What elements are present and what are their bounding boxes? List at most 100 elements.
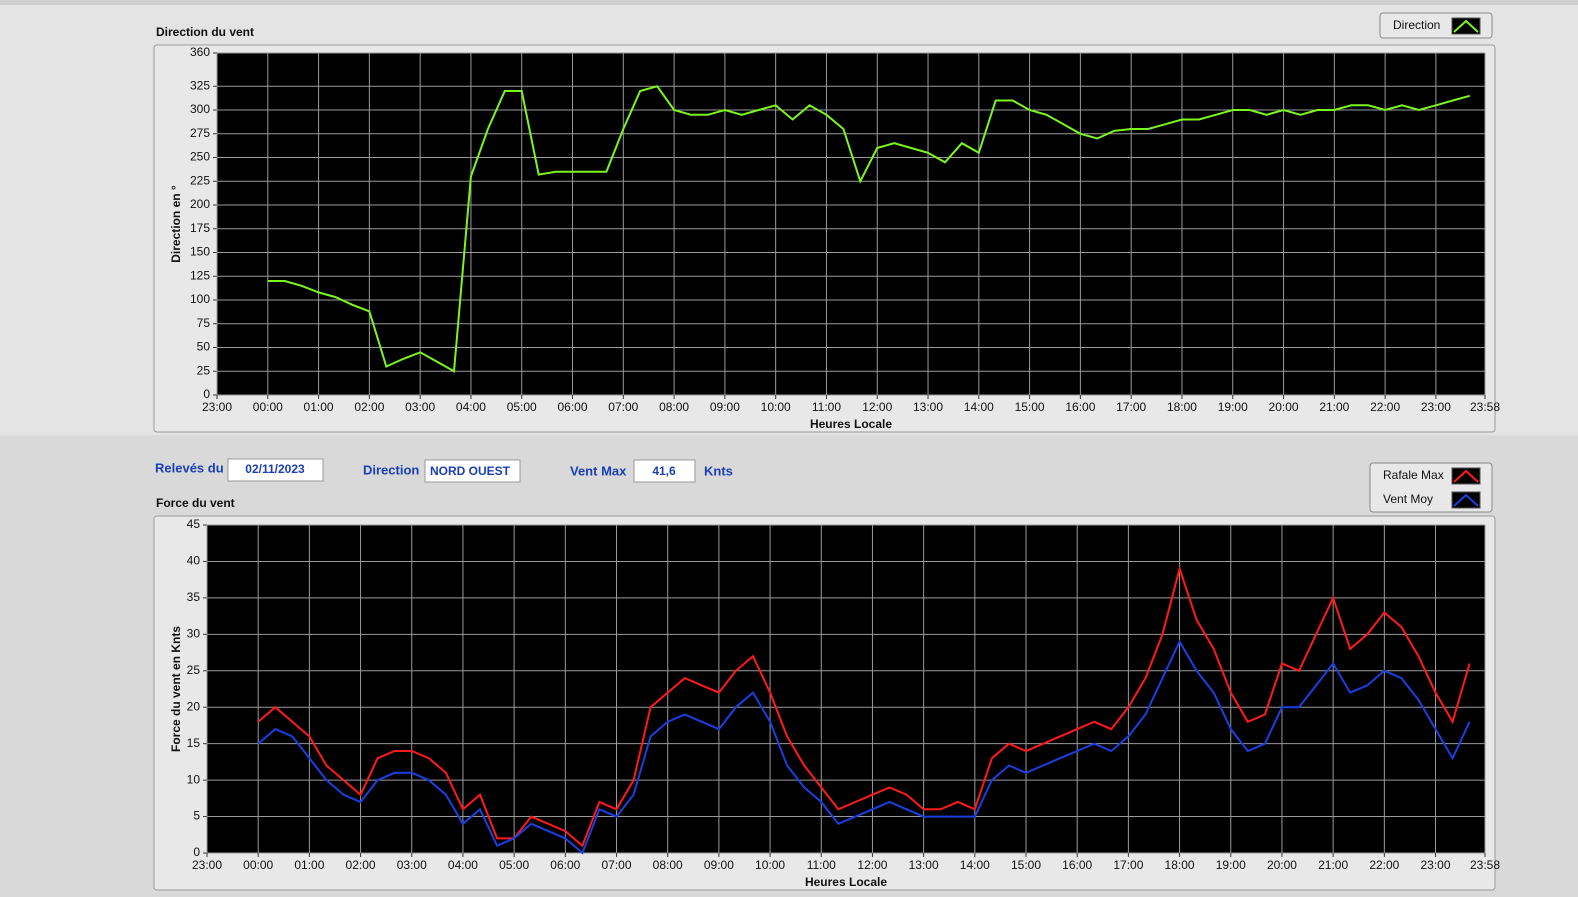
legend-label: Rafale Max	[1383, 468, 1444, 482]
x-tick-label: 18:00	[1165, 858, 1195, 872]
x-axis-label: Heures Locale	[810, 417, 892, 431]
x-tick-label: 03:00	[405, 400, 435, 414]
y-tick-label: 325	[190, 78, 210, 92]
x-tick-label: 06:00	[550, 858, 580, 872]
y-axis-label: Direction en °	[169, 185, 183, 263]
y-tick-label: 35	[187, 590, 201, 604]
vmax-value: 41,6	[652, 464, 676, 478]
y-tick-label: 40	[187, 554, 201, 568]
y-tick-label: 360	[190, 45, 210, 59]
y-tick-label: 150	[190, 245, 210, 259]
legend-swatch-bg	[1451, 491, 1481, 509]
x-tick-label: 23:00	[1421, 400, 1451, 414]
direction-field[interactable]	[424, 459, 521, 483]
x-tick-label: 04:00	[448, 858, 478, 872]
y-tick-label: 75	[197, 316, 211, 330]
x-tick-label: 16:00	[1062, 858, 1092, 872]
x-tick-label: 16:00	[1065, 400, 1095, 414]
plot-area	[217, 53, 1485, 395]
x-tick-label: 17:00	[1113, 858, 1143, 872]
plot-area	[207, 525, 1485, 853]
x-tick-label: 12:00	[857, 858, 887, 872]
legend-swatch-bg	[1451, 467, 1481, 485]
top-bar	[0, 0, 1578, 5]
x-tick-label: 02:00	[346, 858, 376, 872]
x-tick-label: 09:00	[710, 400, 740, 414]
date-field[interactable]	[227, 458, 324, 482]
x-tick-label: 13:00	[909, 858, 939, 872]
x-tick-label: 12:00	[862, 400, 892, 414]
y-tick-label: 200	[190, 197, 210, 211]
x-tick-label: 00:00	[243, 858, 273, 872]
x-tick-label: 13:00	[913, 400, 943, 414]
chart-title: Direction du vent	[156, 25, 254, 39]
x-tick-label: 09:00	[704, 858, 734, 872]
direction-value: NORD OUEST	[430, 464, 511, 478]
y-tick-label: 25	[187, 663, 201, 677]
x-tick-label: 17:00	[1116, 400, 1146, 414]
x-tick-label: 01:00	[304, 400, 334, 414]
x-tick-label: 15:00	[1011, 858, 1041, 872]
x-tick-label: 02:00	[354, 400, 384, 414]
x-tick-label: 21:00	[1318, 858, 1348, 872]
y-tick-label: 125	[190, 268, 210, 282]
y-tick-label: 25	[197, 363, 211, 377]
legend-swatch	[1453, 469, 1479, 483]
x-tick-label: 23:00	[202, 400, 232, 414]
x-tick-label: 07:00	[601, 858, 631, 872]
y-tick-label: 15	[187, 736, 201, 750]
x-tick-label: 00:00	[253, 400, 283, 414]
vmax-unit: Knts	[704, 463, 733, 478]
data-line	[257, 639, 1471, 855]
x-tick-label: 05:00	[499, 858, 529, 872]
x-tick-label: 20:00	[1269, 400, 1299, 414]
y-tick-label: 10	[187, 772, 201, 786]
x-tick-label: 22:00	[1369, 858, 1399, 872]
x-tick-label: 10:00	[755, 858, 785, 872]
legend-swatch-bg	[1451, 17, 1481, 35]
legend-label: Vent Moy	[1383, 492, 1433, 506]
y-tick-label: 45	[187, 517, 201, 531]
x-tick-label: 19:00	[1218, 400, 1248, 414]
x-tick-label: 04:00	[456, 400, 486, 414]
x-tick-label: 22:00	[1370, 400, 1400, 414]
date-value: 02/11/2023	[245, 462, 305, 476]
direction-label: Direction	[363, 462, 419, 477]
x-tick-label: 23:58	[1470, 858, 1500, 872]
vmax-label: Vent Max	[570, 463, 627, 478]
chart-title: Force du vent	[156, 496, 235, 510]
x-tick-label: 20:00	[1267, 858, 1297, 872]
x-tick-label: 03:00	[397, 858, 427, 872]
y-tick-label: 5	[193, 809, 200, 823]
y-tick-label: 175	[190, 221, 210, 235]
y-tick-label: 225	[190, 173, 210, 187]
y-tick-label: 300	[190, 102, 210, 116]
data-line	[257, 565, 1471, 848]
x-tick-label: 11:00	[807, 858, 836, 872]
x-tick-label: 15:00	[1015, 400, 1045, 414]
x-tick-label: 08:00	[659, 400, 689, 414]
y-tick-label: 250	[190, 150, 210, 164]
y-tick-label: 50	[197, 340, 211, 354]
x-tick-label: 06:00	[557, 400, 587, 414]
y-tick-label: 30	[187, 627, 201, 641]
data-line	[267, 85, 1471, 373]
x-tick-label: 18:00	[1167, 400, 1197, 414]
x-tick-label: 05:00	[507, 400, 537, 414]
x-axis-label: Heures Locale	[805, 875, 887, 889]
x-tick-label: 23:58	[1470, 400, 1500, 414]
legend-swatch	[1453, 19, 1479, 33]
x-tick-label: 23:00	[192, 858, 222, 872]
x-tick-label: 14:00	[964, 400, 994, 414]
x-tick-label: 21:00	[1319, 400, 1349, 414]
x-tick-label: 14:00	[960, 858, 990, 872]
legend-swatch	[1453, 493, 1479, 507]
vmax-field[interactable]	[633, 459, 696, 483]
y-tick-label: 20	[187, 699, 201, 713]
y-axis-label: Force du vent en Knts	[169, 626, 183, 752]
x-tick-label: 19:00	[1216, 858, 1246, 872]
date-label: Relevés du	[155, 460, 224, 475]
x-tick-label: 08:00	[653, 858, 683, 872]
x-tick-label: 23:00	[1421, 858, 1451, 872]
